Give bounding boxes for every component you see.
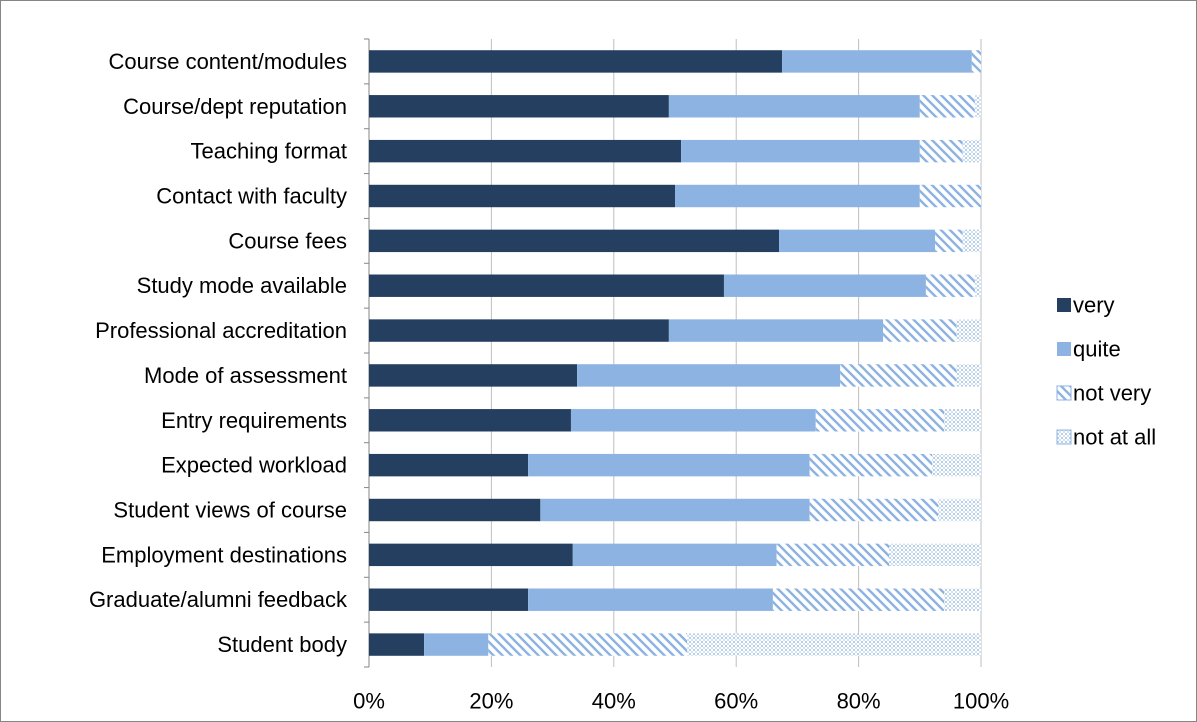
- bar-student-body-not-very: [488, 633, 688, 656]
- category-label-study-mode-available: Study mode available: [137, 273, 347, 298]
- bar-teaching-format-not-at-all: [962, 139, 981, 163]
- category-label-mode-of-assessment: Mode of assessment: [144, 363, 347, 388]
- category-label-course-fees: Course fees: [228, 228, 347, 253]
- bar-professional-accreditation-not-very: [883, 319, 957, 342]
- bars: [369, 50, 981, 656]
- legend-swatch-not-very: [1056, 385, 1072, 401]
- category-label-student-views-of-course: Student views of course: [113, 498, 347, 523]
- bar-student-views-of-course-quite: [540, 498, 810, 522]
- gridlines: [364, 38, 982, 668]
- legend-swatch-quite: [1057, 342, 1071, 356]
- category-label-course-content-modules: Course content/modules: [109, 49, 347, 74]
- bar-mode-of-assessment-very: [369, 364, 578, 387]
- bar-graduate-alumni-feedback-quite: [528, 588, 773, 611]
- bar-employment-destinations-not-very: [776, 543, 890, 567]
- category-label-professional-accreditation: Professional accreditation: [95, 318, 347, 343]
- bar-course-content-modules-not-very: [971, 50, 981, 73]
- bar-study-mode-available-not-at-all: [974, 274, 981, 297]
- bar-professional-accreditation-not-at-all: [956, 319, 981, 342]
- category-label-student-body: Student body: [217, 632, 347, 657]
- bar-professional-accreditation-quite: [668, 319, 884, 342]
- bar-course-dept-reputation-quite: [668, 95, 920, 118]
- bar-mode-of-assessment-quite: [577, 364, 841, 387]
- bar-mode-of-assessment-not-very: [840, 364, 957, 387]
- bar-graduate-alumni-feedback-very: [369, 588, 529, 611]
- bar-contact-with-faculty-quite: [675, 184, 920, 208]
- category-label-course-dept-reputation: Course/dept reputation: [123, 94, 347, 119]
- bar-student-body-not-at-all: [687, 633, 981, 656]
- bar-student-body-very: [369, 633, 425, 656]
- bar-course-fees-quite: [779, 229, 936, 253]
- bar-employment-destinations-not-at-all: [889, 543, 981, 567]
- legend-label-not-very: not very: [1073, 381, 1151, 406]
- category-label-entry-requirements: Entry requirements: [161, 408, 347, 433]
- bar-expected-workload-very: [369, 453, 529, 477]
- bar-study-mode-available-quite: [723, 274, 926, 297]
- legend-label-quite: quite: [1073, 337, 1121, 362]
- category-labels: Course content/modules Course/dept reputa…: [89, 49, 348, 657]
- bar-expected-workload-not-very: [809, 453, 933, 477]
- bar-graduate-alumni-feedback-not-at-all: [944, 588, 981, 611]
- category-label-employment-destinations: Employment destinations: [101, 542, 347, 567]
- bar-course-dept-reputation-very: [369, 95, 669, 118]
- bar-expected-workload-not-at-all: [932, 453, 981, 477]
- bar-entry-requirements-quite: [570, 409, 816, 432]
- legend: very quite not very not at all: [1056, 293, 1156, 450]
- bar-contact-with-faculty-not-very: [919, 184, 981, 208]
- bar-course-content-modules-very: [369, 50, 783, 73]
- bar-course-dept-reputation-not-at-all: [974, 95, 981, 118]
- bar-course-dept-reputation-not-very: [919, 95, 975, 118]
- bar-student-views-of-course-not-at-all: [938, 498, 981, 522]
- bar-graduate-alumni-feedback-not-very: [772, 588, 945, 611]
- x-tick-labels: 0% 20% 40% 60% 80% 100%: [353, 689, 1009, 714]
- bar-mode-of-assessment-not-at-all: [956, 364, 981, 387]
- bar-expected-workload-quite: [528, 453, 810, 477]
- legend-swatch-not-at-all: [1056, 429, 1072, 445]
- x-tick-label-20: 20%: [469, 689, 513, 714]
- x-tick-label-60: 60%: [714, 689, 758, 714]
- legend-label-not-at-all: not at all: [1073, 425, 1156, 450]
- bar-student-views-of-course-very: [369, 498, 541, 522]
- bar-teaching-format-not-very: [919, 139, 963, 163]
- bar-teaching-format-quite: [681, 139, 920, 163]
- bar-teaching-format-very: [369, 139, 682, 163]
- bar-course-fees-not-very: [935, 229, 963, 253]
- category-label-graduate-alumni-feedback: Graduate/alumni feedback: [89, 587, 348, 612]
- bar-course-fees-not-at-all: [962, 229, 981, 253]
- bar-course-content-modules-quite: [782, 50, 972, 73]
- bar-course-fees-very: [369, 229, 780, 253]
- bar-entry-requirements-not-at-all: [944, 409, 981, 432]
- bar-employment-destinations-quite: [572, 543, 777, 567]
- x-tick-label-100: 100%: [953, 689, 1009, 714]
- category-label-teaching-format: Teaching format: [190, 139, 347, 164]
- bar-study-mode-available-very: [369, 274, 724, 297]
- bar-student-views-of-course-not-very: [809, 498, 939, 522]
- x-tick-label-80: 80%: [837, 689, 881, 714]
- bar-study-mode-available-not-very: [925, 274, 975, 297]
- bar-employment-destinations-very: [369, 543, 573, 567]
- bar-professional-accreditation-very: [369, 319, 669, 342]
- bar-contact-with-faculty-very: [369, 184, 675, 208]
- bar-entry-requirements-not-very: [815, 409, 945, 432]
- bar-student-body-quite: [424, 633, 489, 656]
- category-label-contact-with-faculty: Contact with faculty: [156, 184, 347, 209]
- bar-entry-requirements-very: [369, 409, 571, 432]
- legend-label-very: very: [1073, 293, 1115, 318]
- x-tick-label-40: 40%: [592, 689, 636, 714]
- x-tick-label-0: 0%: [353, 689, 385, 714]
- legend-swatch-very: [1057, 298, 1071, 312]
- category-label-expected-workload: Expected workload: [161, 453, 347, 478]
